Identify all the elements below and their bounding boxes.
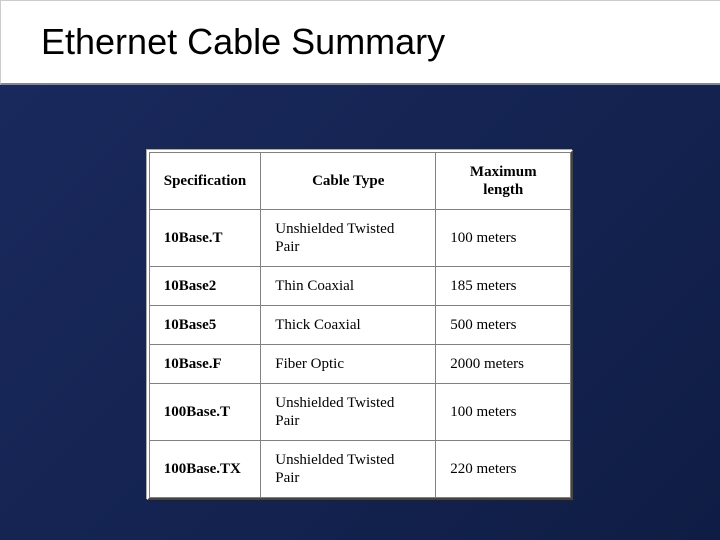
cell-spec: 100Base.TX	[149, 441, 261, 498]
cell-len: 100 meters	[436, 210, 571, 267]
table-header-row: Specification Cable Type Maximum length	[149, 153, 571, 210]
table-row: 10Base.T Unshielded Twisted Pair 100 met…	[149, 210, 571, 267]
table-row: 100Base.T Unshielded Twisted Pair 100 me…	[149, 384, 571, 441]
table-row: 10Base.F Fiber Optic 2000 meters	[149, 345, 571, 384]
table-wrapper: Specification Cable Type Maximum length …	[147, 150, 574, 500]
ethernet-cable-table: Specification Cable Type Maximum length …	[149, 152, 572, 498]
table-row: 10Base2 Thin Coaxial 185 meters	[149, 267, 571, 306]
cell-len: 185 meters	[436, 267, 571, 306]
cell-type: Unshielded Twisted Pair	[261, 441, 436, 498]
cell-len: 100 meters	[436, 384, 571, 441]
cell-len: 2000 meters	[436, 345, 571, 384]
cell-type: Thick Coaxial	[261, 306, 436, 345]
table-row: 100Base.TX Unshielded Twisted Pair 220 m…	[149, 441, 571, 498]
header-spec: Specification	[149, 153, 261, 210]
cell-len: 500 meters	[436, 306, 571, 345]
cell-spec: 10Base.T	[149, 210, 261, 267]
page-title: Ethernet Cable Summary	[41, 21, 680, 63]
header-type: Cable Type	[261, 153, 436, 210]
cell-spec: 100Base.T	[149, 384, 261, 441]
cell-spec: 10Base2	[149, 267, 261, 306]
cell-type: Unshielded Twisted Pair	[261, 210, 436, 267]
table-row: 10Base5 Thick Coaxial 500 meters	[149, 306, 571, 345]
cell-type: Unshielded Twisted Pair	[261, 384, 436, 441]
title-bar: Ethernet Cable Summary	[0, 0, 720, 85]
cell-spec: 10Base5	[149, 306, 261, 345]
header-len: Maximum length	[436, 153, 571, 210]
cell-type: Thin Coaxial	[261, 267, 436, 306]
content-area: Specification Cable Type Maximum length …	[0, 85, 720, 500]
cell-spec: 10Base.F	[149, 345, 261, 384]
cell-len: 220 meters	[436, 441, 571, 498]
cell-type: Fiber Optic	[261, 345, 436, 384]
